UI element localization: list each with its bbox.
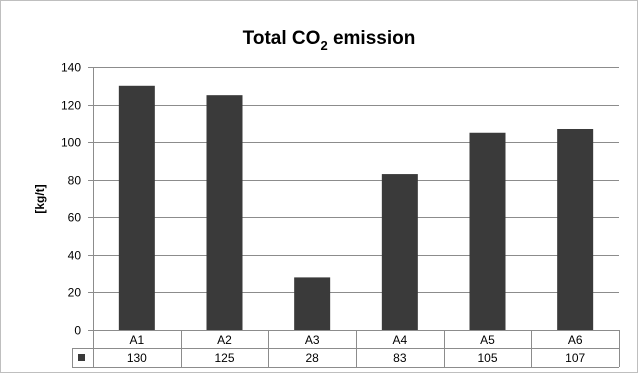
bars xyxy=(118,85,594,331)
bar-a1 xyxy=(118,85,155,331)
data-table-value: 125 xyxy=(214,351,234,365)
bar-a3 xyxy=(294,277,331,330)
grid-lines xyxy=(93,67,619,293)
y-tick-label: 80 xyxy=(68,174,82,188)
bar-a6 xyxy=(557,128,594,330)
data-table-value: 105 xyxy=(477,351,497,365)
y-tick-label: 100 xyxy=(61,136,81,150)
chart-title: Total CO2 emission xyxy=(243,28,416,53)
bar-a2 xyxy=(206,95,243,330)
y-tick-labels: 0 20 40 60 80 100 120 140 xyxy=(61,61,81,338)
x-tick-label: A3 xyxy=(305,333,320,347)
data-table-value: 83 xyxy=(393,351,407,365)
legend-key-swatch xyxy=(78,354,85,361)
y-tick-label: 40 xyxy=(68,249,82,263)
data-table-value: 28 xyxy=(305,351,319,365)
x-tick-label: A6 xyxy=(568,333,583,347)
chart-title-subscript: 2 xyxy=(320,38,327,53)
x-tick-label: A1 xyxy=(129,333,144,347)
y-axis-label: [kg/t] xyxy=(33,184,47,213)
y-tick-label: 120 xyxy=(61,99,81,113)
x-tick-label: A2 xyxy=(217,333,232,347)
x-tick-label: A4 xyxy=(392,333,407,347)
y-tick-label: 20 xyxy=(68,286,82,300)
y-tick-label: 140 xyxy=(61,61,81,75)
y-tick-label: 60 xyxy=(68,211,82,225)
bar-a5 xyxy=(469,132,506,330)
data-table-value: 107 xyxy=(565,351,585,365)
y-tick-label: 0 xyxy=(74,324,81,338)
x-tick-label: A5 xyxy=(480,333,495,347)
bar-a4 xyxy=(381,174,418,330)
data-table-value: 130 xyxy=(127,351,147,365)
data-table: A1 130 A2 125 A3 28 A4 83 A5 105 A6 107 xyxy=(72,330,620,368)
